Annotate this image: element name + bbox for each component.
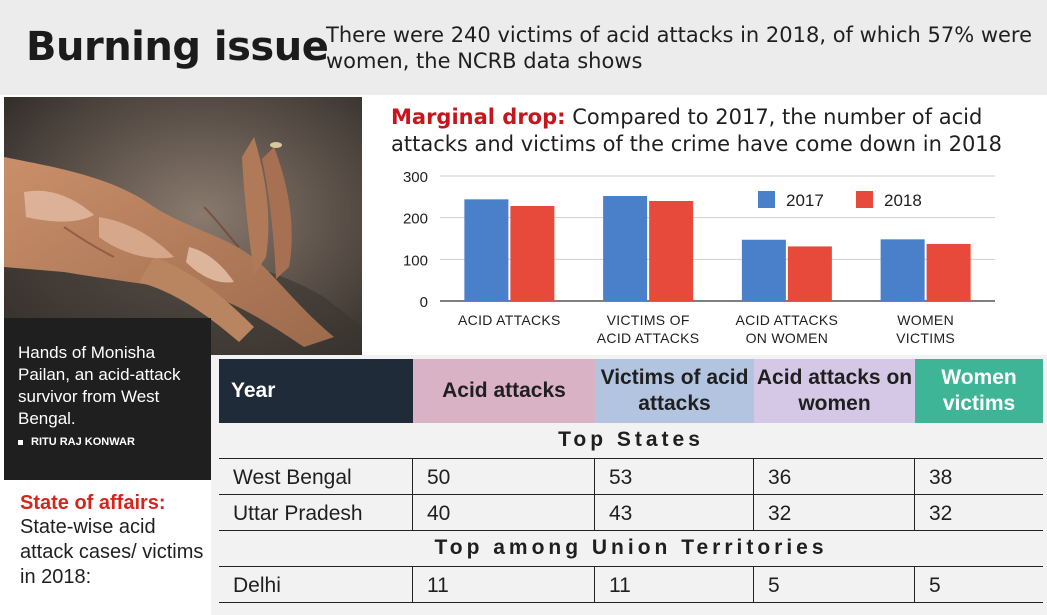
table-cell-value: 32 xyxy=(754,495,915,531)
table-cell-value: 53 xyxy=(595,459,754,495)
table-cell-name: Delhi xyxy=(219,567,413,603)
x-tick-label: VICTIMS xyxy=(896,330,955,346)
x-tick-label: ACID ATTACKS xyxy=(597,330,700,346)
table-section-label: Top States xyxy=(219,423,1043,459)
table-header-cell: Victims of acid attacks xyxy=(595,359,754,423)
table-cell-value: 5 xyxy=(754,567,915,603)
photo-credit-text: RITU RAJ KONWAR xyxy=(31,436,135,448)
state-wise-table: Year Acid attacks Victims of acid attacks A… xyxy=(219,359,1043,603)
table-header-cell: Year xyxy=(219,359,413,423)
acid-attacks-bar-chart: 0 100 200 300 ACID ATTACKS VICTIMS OF ACID ATT… xyxy=(403,169,995,346)
survivor-hands-photo xyxy=(4,97,362,359)
table-header-row: Year Acid attacks Victims of acid attacks A… xyxy=(219,359,1043,423)
header-band: Burning issue There were 240 victims of … xyxy=(0,0,1047,95)
table-cell-name: West Bengal xyxy=(219,459,413,495)
table-cell-value: 11 xyxy=(595,567,754,603)
table-cell-name: Uttar Pradesh xyxy=(219,495,413,531)
table-cell-value: 50 xyxy=(413,459,595,495)
table-row: Delhi 11 11 5 5 xyxy=(219,567,1043,603)
x-tick-label: ACID ATTACKS xyxy=(458,312,561,328)
table-cell-value: 38 xyxy=(915,459,1043,495)
table-row: Uttar Pradesh 40 43 32 32 xyxy=(219,495,1043,531)
table-cell-value: 11 xyxy=(413,567,595,603)
y-tick-label: 300 xyxy=(403,169,428,186)
credit-square-icon xyxy=(18,439,23,445)
table-row: West Bengal 50 53 36 38 xyxy=(219,459,1043,495)
y-tick-label: 100 xyxy=(403,252,428,269)
x-tick-label: WOMEN xyxy=(897,312,954,328)
photo-credit: RITU RAJ KONWAR xyxy=(18,436,211,448)
hands-illustration xyxy=(4,97,362,359)
chart-heading-lead: Marginal drop: xyxy=(391,105,566,129)
bar-2018 xyxy=(510,206,555,301)
table-section-label: Top among Union Territories xyxy=(219,531,1043,567)
bar-2018 xyxy=(649,201,694,301)
y-tick-label: 0 xyxy=(420,294,428,311)
table-cell-value: 43 xyxy=(595,495,754,531)
chart-heading: Marginal drop: Compared to 2017, the num… xyxy=(391,104,1031,158)
bar-2017 xyxy=(464,199,509,301)
page-subtitle: There were 240 victims of acid attacks i… xyxy=(326,23,1033,73)
legend-label: 2017 xyxy=(786,191,824,210)
table-cell-value: 5 xyxy=(915,567,1043,603)
legend-swatch-2018 xyxy=(856,191,873,208)
table-cell-value: 36 xyxy=(754,459,915,495)
state-of-affairs-title: State of affairs: xyxy=(20,492,166,514)
state-of-affairs-note: State of affairs: State-wise acid attack… xyxy=(20,492,210,590)
legend-swatch-2017 xyxy=(758,191,775,208)
x-tick-label: ON WOMEN xyxy=(746,330,829,346)
legend-label: 2018 xyxy=(884,191,922,210)
x-tick-label: ACID ATTACKS xyxy=(736,312,839,328)
bar-2018 xyxy=(926,243,971,301)
bar-2017 xyxy=(603,196,648,301)
table-header-cell: Women victims xyxy=(915,359,1043,423)
table-header-cell: Acid attacks xyxy=(413,359,595,423)
bar-2017 xyxy=(880,239,925,301)
y-tick-label: 200 xyxy=(403,211,428,228)
page-title: Burning issue xyxy=(26,24,329,70)
chart-heading-text: Compared to 2017, the number of acid att… xyxy=(391,105,1003,156)
x-tick-label: VICTIMS OF xyxy=(607,312,690,328)
photo-caption-box: Hands of Monisha Pailan, an acid-attack … xyxy=(4,318,211,480)
table-cell-value: 40 xyxy=(413,495,595,531)
bar-2018 xyxy=(787,246,832,301)
photo-caption: Hands of Monisha Pailan, an acid-attack … xyxy=(18,343,181,428)
table-header-cell: Acid attacks on women xyxy=(754,359,915,423)
state-of-affairs-text: State-wise acid attack cases/ victims in… xyxy=(20,516,204,588)
bar-2017 xyxy=(741,239,786,301)
table-cell-value: 32 xyxy=(915,495,1043,531)
